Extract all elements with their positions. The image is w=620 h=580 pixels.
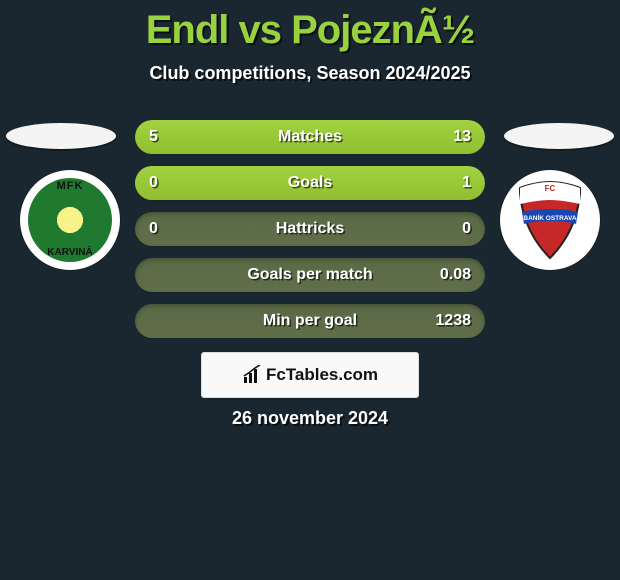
flag-right [504, 123, 614, 149]
club-badge-left-top-text: MFK [20, 180, 120, 192]
stat-label: Goals per match [135, 258, 485, 292]
stat-bar: 0.08Goals per match [135, 258, 485, 292]
stat-bar: 00Hattricks [135, 212, 485, 246]
brand-text: FcTables.com [266, 365, 378, 385]
club-badge-right: FC BANÍK OSTRAVA [500, 170, 600, 270]
club-badge-left-bottom-text: KARVINÁ [20, 247, 120, 258]
brand-box[interactable]: FcTables.com [201, 352, 419, 398]
stat-bars: 513Matches 01Goals 00Hattricks 0.08Goals pe… [135, 120, 485, 350]
page-title: Endl vs PojeznÃ½ [0, 0, 620, 53]
club-badge-left: MFK KARVINÁ [20, 170, 120, 270]
stat-label: Matches [135, 120, 485, 154]
stat-label: Hattricks [135, 212, 485, 246]
club-badge-right-shield: FC BANÍK OSTRAVA [516, 180, 584, 260]
stat-bar: 513Matches [135, 120, 485, 154]
stat-label: Min per goal [135, 304, 485, 338]
club-badge-right-top-text: FC [545, 184, 556, 193]
club-badge-right-band-text: BANÍK OSTRAVA [523, 213, 577, 222]
flag-left [6, 123, 116, 149]
bar-chart-icon [242, 365, 262, 385]
date-label: 26 november 2024 [0, 408, 620, 429]
comparison-card: Endl vs PojeznÃ½ Club competitions, Seas… [0, 0, 620, 580]
subtitle: Club competitions, Season 2024/2025 [0, 63, 620, 84]
stat-bar: 01Goals [135, 166, 485, 200]
stat-label: Goals [135, 166, 485, 200]
stat-bar: 1238Min per goal [135, 304, 485, 338]
